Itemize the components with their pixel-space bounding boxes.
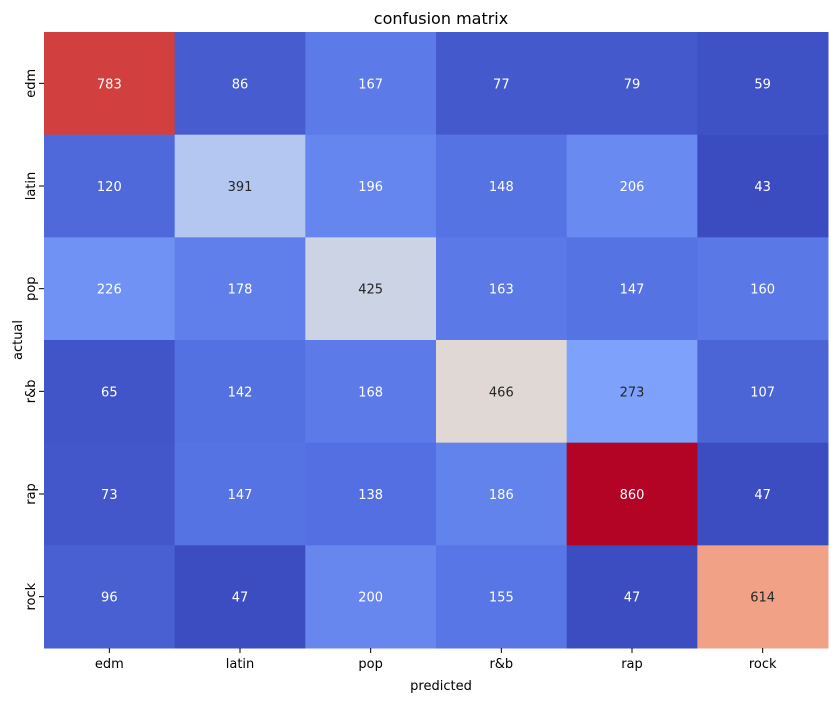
cell-value-label: 147 (228, 488, 253, 503)
heatmap-cell (174, 32, 306, 136)
heatmap-cell (44, 442, 176, 546)
heatmap-cells: 783 86 167 77 79 59 120 391 196 148 206 43 226 178 425… (44, 32, 829, 649)
heatmap-cell (305, 32, 437, 136)
y-axis-ticks: edm latin pop r&b rap rock (24, 69, 44, 611)
cell-value-label: 65 (101, 385, 118, 400)
heatmap-cell (697, 545, 829, 649)
cell-value-label: 273 (620, 385, 645, 400)
heatmap-cell (44, 545, 176, 649)
heatmap-cell (566, 32, 698, 136)
cell-value-label: 138 (358, 488, 383, 503)
cell-value-label: 73 (101, 488, 118, 503)
heatmap-cell (44, 134, 176, 238)
y-tick-label: edm (24, 69, 39, 98)
heatmap-cell (697, 237, 829, 341)
x-tick-label: edm (95, 657, 124, 672)
x-tick-label: rap (621, 657, 643, 672)
heatmap-cell (566, 134, 698, 238)
x-tick-label: latin (226, 657, 255, 672)
heatmap-cell (305, 134, 437, 238)
cell-value-label: 148 (489, 180, 514, 195)
heatmap-cell (174, 545, 306, 649)
heatmap-cell (697, 32, 829, 136)
cell-value-label: 43 (754, 180, 771, 195)
cell-value-label: 167 (358, 77, 383, 92)
heatmap-cell (174, 134, 306, 238)
heatmap-cell (44, 32, 176, 136)
x-tick-label: rock (749, 657, 777, 672)
cell-value-label: 107 (750, 385, 775, 400)
heatmap-cell (566, 340, 698, 444)
cell-value-label: 614 (750, 591, 775, 606)
cell-value-label: 425 (358, 283, 383, 298)
heatmap-cell (436, 545, 568, 649)
cell-value-label: 142 (228, 385, 253, 400)
y-tick-label: r&b (24, 379, 39, 403)
cell-value-label: 47 (232, 591, 249, 606)
heatmap-cell (305, 237, 437, 341)
cell-value-label: 466 (489, 385, 514, 400)
cell-value-label: 163 (489, 283, 514, 298)
heatmap-cell (566, 545, 698, 649)
cell-value-label: 79 (624, 77, 641, 92)
heatmap-cell (305, 442, 437, 546)
y-tick-label: pop (24, 276, 39, 300)
heatmap-cell (436, 442, 568, 546)
cell-value-label: 178 (228, 283, 253, 298)
cell-value-label: 59 (754, 77, 771, 92)
heatmap-cell (44, 237, 176, 341)
heatmap-cell (174, 237, 306, 341)
x-axis-label: predicted (410, 679, 472, 694)
cell-value-label: 120 (97, 180, 122, 195)
heatmap-cell (436, 237, 568, 341)
cell-value-label: 783 (97, 77, 122, 92)
y-axis-label: actual (11, 320, 26, 360)
heatmap-cell (566, 237, 698, 341)
heatmap-cell (44, 340, 176, 444)
x-axis-ticks: edm latin pop r&b rap rock (95, 648, 777, 672)
cell-value-label: 391 (228, 180, 253, 195)
y-tick-label: rap (24, 483, 39, 505)
cell-value-label: 206 (620, 180, 645, 195)
cell-value-label: 168 (358, 385, 383, 400)
cell-value-label: 200 (358, 591, 383, 606)
cell-value-label: 77 (493, 77, 510, 92)
cell-value-label: 160 (750, 283, 775, 298)
heatmap-cell (697, 442, 829, 546)
cell-value-label: 47 (624, 591, 641, 606)
y-tick-label: rock (24, 582, 39, 610)
heatmap-cell (174, 340, 306, 444)
cell-value-label: 47 (754, 488, 771, 503)
heatmap-cell (697, 340, 829, 444)
x-tick-label: pop (358, 657, 382, 672)
heatmap-cell (566, 442, 698, 546)
cell-value-label: 226 (97, 283, 122, 298)
chart-title: confusion matrix (374, 9, 508, 28)
heatmap-cell (174, 442, 306, 546)
cell-value-label: 147 (620, 283, 645, 298)
heatmap-cell (436, 340, 568, 444)
heatmap-cell (305, 340, 437, 444)
heatmap-cell (305, 545, 437, 649)
heatmap-cell (436, 32, 568, 136)
cell-value-label: 96 (101, 591, 118, 606)
heatmap-cell (436, 134, 568, 238)
y-tick-label: latin (24, 172, 39, 201)
cell-value-label: 860 (620, 488, 645, 503)
heatmap-cell (697, 134, 829, 238)
cell-value-label: 86 (232, 77, 249, 92)
cell-value-label: 196 (358, 180, 383, 195)
cell-value-label: 155 (489, 591, 514, 606)
x-tick-label: r&b (489, 657, 513, 672)
cell-value-label: 186 (489, 488, 514, 503)
